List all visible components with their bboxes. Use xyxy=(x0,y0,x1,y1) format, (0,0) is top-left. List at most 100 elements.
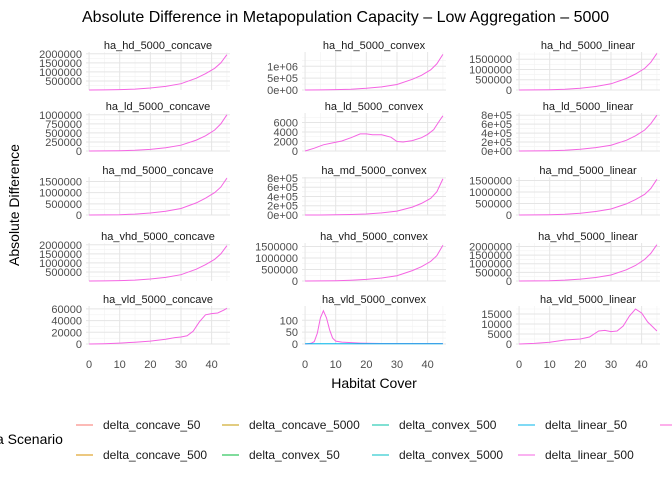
y-tick-label: 60000 xyxy=(51,304,82,316)
y-tick-label: 5000 xyxy=(488,329,512,341)
y-tick-label: 500000 xyxy=(45,199,82,211)
x-tick-label: 0 xyxy=(86,359,92,371)
legend-label: delta_convex_500 xyxy=(399,418,497,432)
legend-label: delta_convex_50 xyxy=(249,448,340,462)
x-tick-label: 40 xyxy=(421,359,433,371)
legend-label: delta_concave_50 xyxy=(103,418,201,432)
legend-label: delta_concave_5000 xyxy=(249,418,360,432)
series-line xyxy=(304,115,444,152)
panel-label: ha_vld_5000_linear xyxy=(540,294,636,306)
y-tick-label: 100 xyxy=(280,315,298,327)
y-tick-label: 20000 xyxy=(51,327,82,339)
y-tick-label: 10000 xyxy=(481,319,512,331)
legend-label: delta_linear_500 xyxy=(545,448,634,462)
legend-item: delta_linear_50 xyxy=(518,418,627,432)
y-tick-label: 2000000 xyxy=(39,240,82,252)
y-tick-label: 6e+05 xyxy=(267,182,298,194)
y-tick-label: 1500000 xyxy=(39,249,82,261)
y-tick-label: 1500000 xyxy=(39,58,82,70)
legend-item: delta_convex_500 xyxy=(372,418,497,432)
y-tick-label: 2000000 xyxy=(39,49,82,61)
y-tick-label: 4e+05 xyxy=(481,128,512,140)
legend: delta_concave_50 delta_concave_5000 delta_… xyxy=(76,418,672,462)
series-line xyxy=(89,114,228,152)
x-tick-label: 20 xyxy=(144,359,156,371)
chart-title: Absolute Difference in Metapopulation Ca… xyxy=(82,9,609,26)
y-tick-label: 1000000 xyxy=(469,187,512,199)
panel-label: ha_hd_5000_linear xyxy=(541,40,636,52)
series-line xyxy=(89,245,228,282)
x-tick-label: 10 xyxy=(544,359,556,371)
legend-label: delta_linear_50 xyxy=(545,418,627,432)
panel-ha_vhd_5000_concave: ha_vhd_5000_concave 500000100000015000002… xyxy=(39,231,230,282)
x-tick-label: 30 xyxy=(391,359,403,371)
y-tick-label: 4000 xyxy=(274,127,298,139)
y-tick-label: 1500000 xyxy=(469,250,512,262)
x-tick-label: 40 xyxy=(205,359,217,371)
y-tick-label: 1000000 xyxy=(469,64,512,76)
y-tick-label: 1000000 xyxy=(39,110,82,122)
y-tick-label: 500000 xyxy=(45,76,82,88)
x-tick-label: 30 xyxy=(175,359,187,371)
y-tick-label: 6e+05 xyxy=(481,119,512,131)
y-tick-label: 1500000 xyxy=(469,175,512,187)
y-tick-label: 750000 xyxy=(45,119,82,131)
x-tick-label: 30 xyxy=(605,359,617,371)
y-tick-label: 2000000 xyxy=(469,241,512,253)
series-line xyxy=(519,114,658,152)
panel-ha_ld_5000_concave: ha_ld_5000_concave 0250000500000750000100… xyxy=(39,101,230,158)
y-tick-label: 500000 xyxy=(261,264,298,276)
x-axis-label: Habitat Cover xyxy=(331,375,417,391)
y-tick-label: 50 xyxy=(286,327,298,339)
series-line xyxy=(519,53,658,91)
panel-label: ha_md_5000_concave xyxy=(102,165,213,177)
y-tick-label: 1e+06 xyxy=(267,61,298,73)
series-line xyxy=(89,307,228,345)
panel-ha_hd_5000_concave: ha_hd_5000_concave 5000001000000150000020… xyxy=(39,40,230,91)
panel-ha_md_5000_convex: ha_md_5000_convex 0e+002e+054e+056e+058e+… xyxy=(267,165,446,222)
series-line xyxy=(305,309,443,345)
x-tick-label: 10 xyxy=(330,359,342,371)
y-tick-label: 0 xyxy=(506,85,512,97)
legend-item: delta_linear_500 xyxy=(518,448,634,462)
legend-item: delta_concave_500 xyxy=(76,448,207,462)
panel-label: ha_md_5000_convex xyxy=(321,165,427,177)
series-line xyxy=(305,178,444,216)
y-tick-label: 1000000 xyxy=(469,259,512,271)
y-tick-label: 0 xyxy=(506,276,512,288)
panel-label: ha_hd_5000_concave xyxy=(104,40,212,52)
y-tick-label: 0 xyxy=(76,339,82,351)
panel-label: ha_ld_5000_linear xyxy=(543,101,634,113)
y-tick-label: 1000000 xyxy=(255,253,298,265)
panel-ha_ld_5000_linear: ha_ld_5000_linear 0e+002e+054e+056e+058e+… xyxy=(481,101,660,158)
y-tick-label: 2e+05 xyxy=(267,201,298,213)
y-tick-label: 1500000 xyxy=(255,241,298,253)
y-tick-label: 500000 xyxy=(475,75,512,87)
y-tick-label: 0 xyxy=(76,146,82,158)
legend-item: delta_convex_50 xyxy=(222,448,340,462)
y-tick-label: 0 xyxy=(292,276,298,288)
series-line xyxy=(305,54,444,91)
y-tick-label: 0 xyxy=(506,339,512,351)
legend-title: a Scenario xyxy=(0,431,63,447)
legend-item: delta_concave_50 xyxy=(76,418,201,432)
series-line xyxy=(89,54,228,91)
y-tick-label: 4e+05 xyxy=(267,191,298,203)
x-tick-label: 20 xyxy=(360,359,372,371)
x-tick-label: 40 xyxy=(635,359,647,371)
y-tick-label: 250000 xyxy=(45,137,82,149)
panel-label: ha_vld_5000_convex xyxy=(322,294,426,306)
series-line xyxy=(519,308,658,345)
panel-ha_vhd_5000_linear: ha_vhd_5000_linear 0500000100000015000002… xyxy=(469,231,660,288)
panel-label: ha_md_5000_linear xyxy=(539,165,637,177)
panels: ha_hd_5000_concave5000001000000150000020… xyxy=(39,40,660,371)
series-line xyxy=(89,177,228,216)
y-tick-label: 500000 xyxy=(45,128,82,140)
x-tick-label: 0 xyxy=(302,359,308,371)
y-tick-label: 1000000 xyxy=(39,188,82,200)
